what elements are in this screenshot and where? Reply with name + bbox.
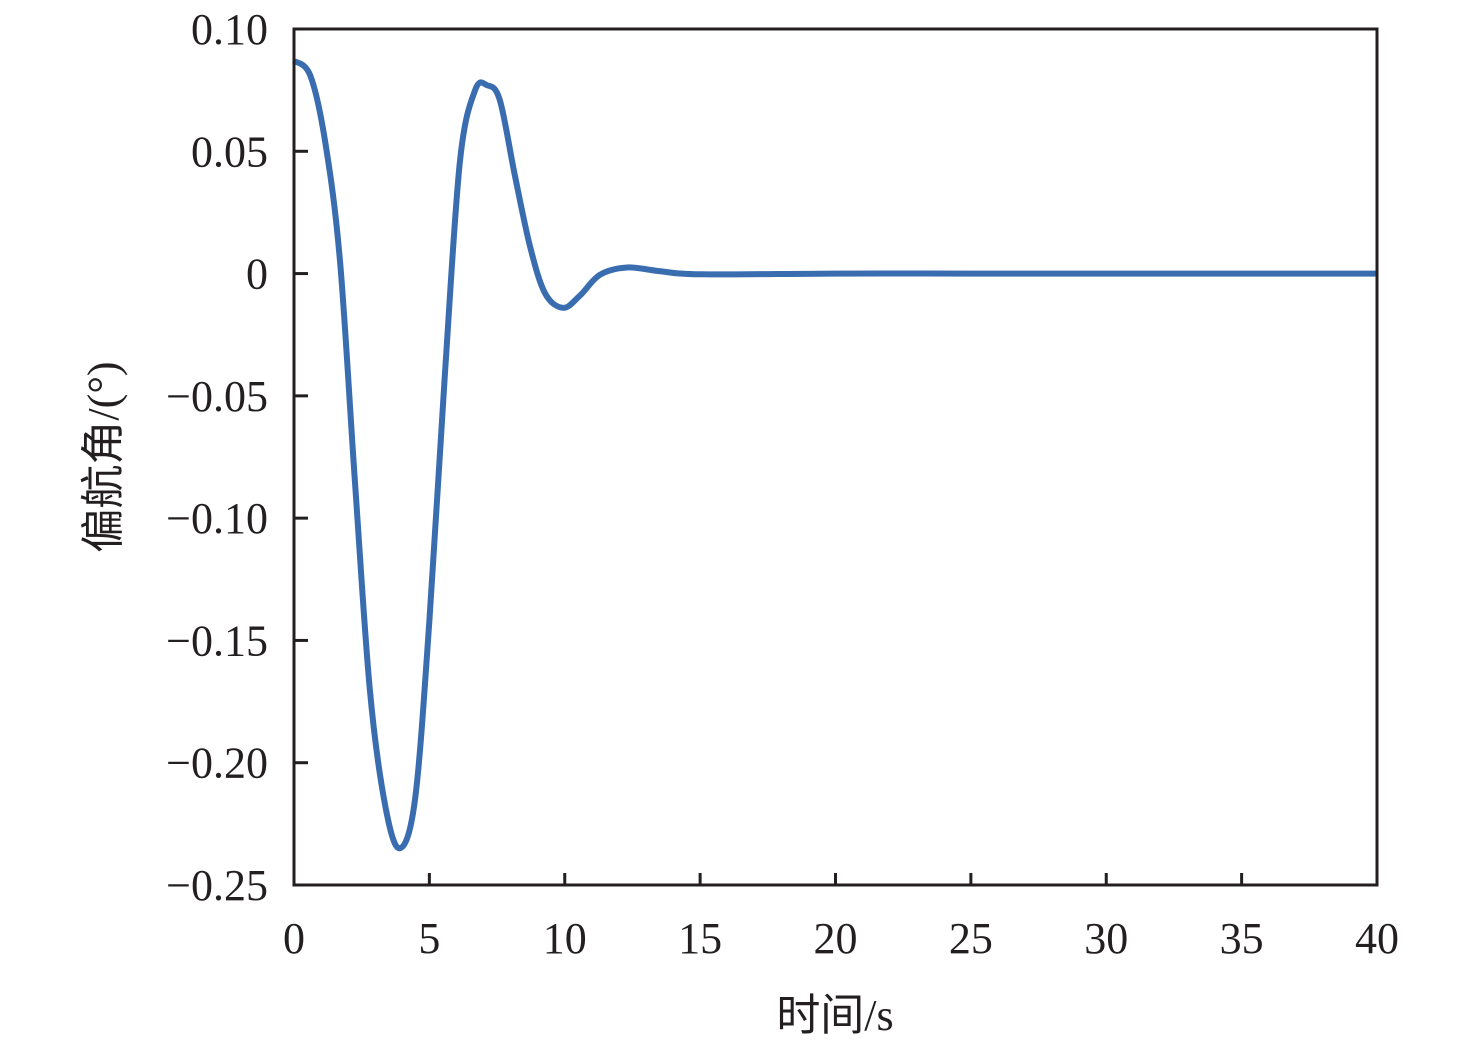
x-tick-label: 20 xyxy=(814,914,858,963)
y-tick-label: −0.15 xyxy=(166,616,268,665)
x-tick-label: 40 xyxy=(1355,914,1399,963)
series-line xyxy=(291,58,1377,852)
x-tick-label: 30 xyxy=(1084,914,1128,963)
y-tick-label: −0.05 xyxy=(166,372,268,421)
plot-frame xyxy=(292,27,1379,887)
x-tick-label: 10 xyxy=(543,914,587,963)
y-tick-label: 0.05 xyxy=(191,127,268,176)
y-axis-label: 偏航角/(°) xyxy=(79,361,128,552)
y-tick-label: −0.20 xyxy=(166,739,268,788)
y-tick-label: −0.25 xyxy=(166,861,268,910)
y-tick-label: 0.10 xyxy=(191,5,268,54)
y-tick-label: −0.10 xyxy=(166,494,268,543)
x-tick-label: 15 xyxy=(678,914,722,963)
x-tick-label: 25 xyxy=(949,914,993,963)
x-axis-label: 时间/s xyxy=(776,991,893,1040)
x-tick-label: 5 xyxy=(418,914,440,963)
x-tick-label: 0 xyxy=(283,914,305,963)
x-tick-label: 35 xyxy=(1220,914,1264,963)
y-tick-label: 0 xyxy=(246,250,268,299)
